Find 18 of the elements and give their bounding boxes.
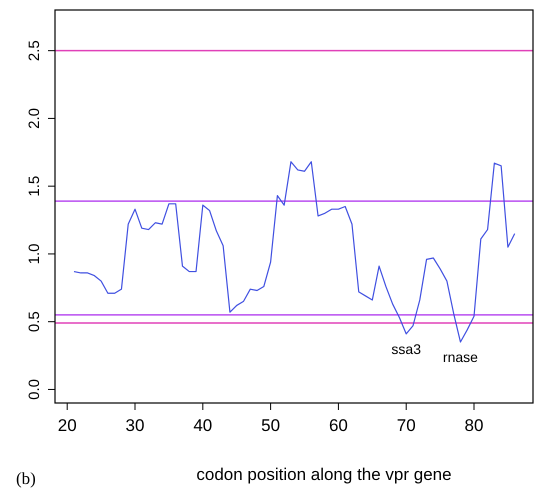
y-tick-label: 1.5 — [26, 176, 43, 197]
y-tick-label: 2.0 — [26, 108, 43, 129]
x-tick-label: 80 — [464, 416, 484, 435]
x-tick-label: 60 — [328, 416, 348, 435]
y-tick-label: 2.5 — [26, 40, 43, 62]
y-tick-label: 1.0 — [26, 244, 43, 264]
y-tick-label: 0.5 — [26, 311, 43, 332]
annotation: rnase — [442, 349, 478, 366]
annotation: ssa3 — [391, 340, 422, 357]
line-series — [73, 161, 516, 343]
x-tick-label: 50 — [261, 416, 280, 435]
x-tick-label: 20 — [58, 416, 77, 435]
text: (b) — [16, 469, 36, 488]
x-axis-title: codon position along the vpr gene — [196, 465, 452, 484]
x-tick-label: 70 — [396, 416, 416, 435]
x-tick-label: 40 — [193, 416, 212, 435]
y-tick-label: 0.0 — [26, 379, 43, 400]
x-tick-label: 30 — [126, 416, 144, 435]
